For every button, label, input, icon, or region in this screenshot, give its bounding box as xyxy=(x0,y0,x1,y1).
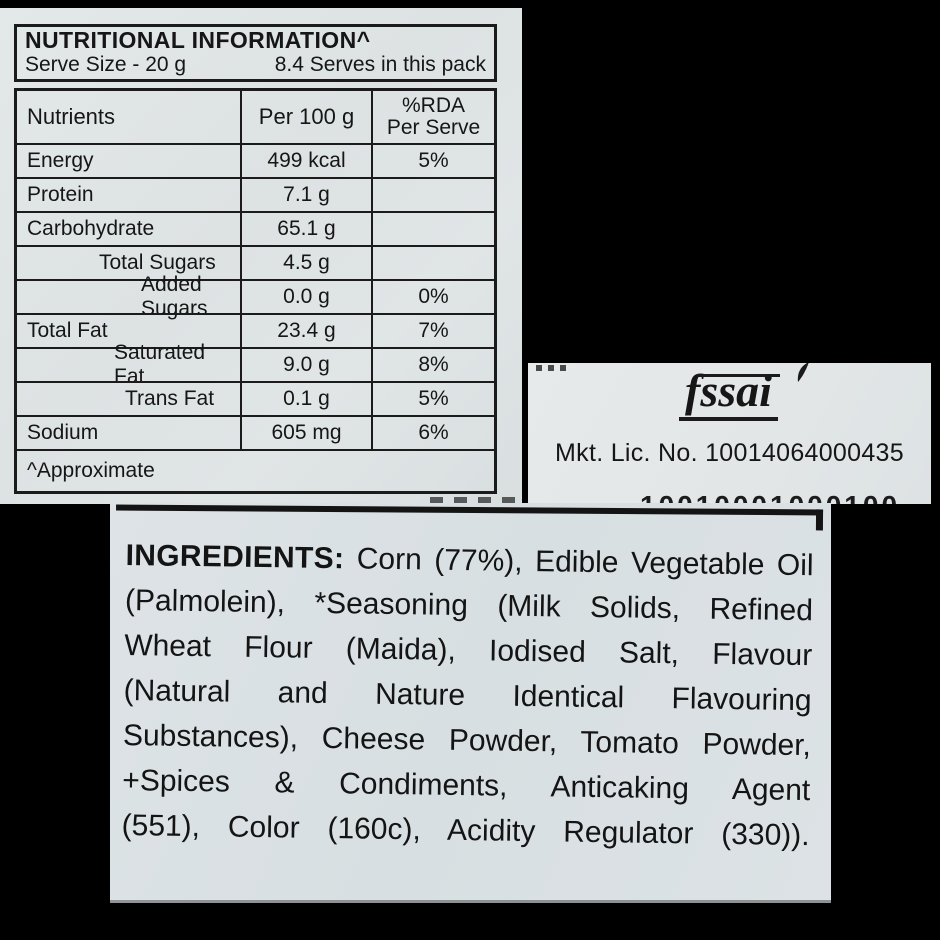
nutrient-name: Saturated Fat xyxy=(17,341,242,388)
fssai-logo: fssai xyxy=(651,363,809,421)
approximate-footnote: ^Approximate xyxy=(17,449,494,491)
rda-value xyxy=(373,245,494,279)
ingredients-line: (551), Color (160c), Acidity Regulator (… xyxy=(121,808,810,853)
nutrient-name: Total Fat xyxy=(17,313,242,347)
per-100g-value: 65.1 g xyxy=(242,211,373,245)
per-100g-value: 23.4 g xyxy=(242,313,373,347)
ingredients-panel: INGREDIENTS: Corn (77%), Edible Vegetabl… xyxy=(110,503,831,903)
per-100g-value: 7.1 g xyxy=(242,177,373,211)
column-header-per100g: Per 100 g xyxy=(242,91,373,143)
nutrient-name: Trans Fat xyxy=(17,381,242,415)
table-title: NUTRITIONAL INFORMATION^ xyxy=(25,27,371,53)
per-100g-value: 0.1 g xyxy=(242,381,373,415)
seam-fragment xyxy=(536,365,570,371)
ingredients-label: INGREDIENTS: xyxy=(125,538,345,576)
fssai-logo-text: fssai xyxy=(679,367,780,421)
nutrient-name: Protein xyxy=(17,177,242,211)
per-100g-value: 0.0 g xyxy=(242,279,373,313)
rda-value xyxy=(373,177,494,211)
ingredients-line-rest: Corn (77%), Edible Vegetable Oil xyxy=(356,542,814,583)
serve-size: Serve Size - 20 g xyxy=(25,53,187,76)
per-100g-value: 605 mg xyxy=(242,415,373,449)
nutrient-name: Sodium xyxy=(17,415,242,449)
table-row-added-sugars: Added Sugars 0.0 g 0% xyxy=(17,273,494,320)
rda-header-line2: Per Serve xyxy=(386,116,481,139)
clipped-license-digits: 10010001000100 xyxy=(640,490,900,504)
column-header-nutrients: Nutrients xyxy=(17,91,242,143)
table-row-saturated-fat: Saturated Fat 9.0 g 8% xyxy=(17,341,494,388)
table-row-sodium: Sodium 605 mg 6% xyxy=(17,415,494,449)
fssai-license-panel: fssai Mkt. Lic. No. 10014064000435 10010… xyxy=(528,363,931,504)
nutrient-name: Total Sugars xyxy=(17,245,242,279)
rda-value: 5% xyxy=(373,143,494,177)
nutrient-name: Carbohydrate xyxy=(17,211,242,245)
table-row-carbohydrate: Carbohydrate 65.1 g xyxy=(17,211,494,245)
nutrition-panel: NUTRITIONAL INFORMATION^ Serve Size - 20… xyxy=(0,8,522,504)
table-row-energy: Energy 499 kcal 5% xyxy=(17,143,494,177)
rda-value: 5% xyxy=(373,381,494,415)
ingredients-text: INGREDIENTS: Corn (77%), Edible Vegetabl… xyxy=(121,533,814,858)
table-header-box: NUTRITIONAL INFORMATION^ Serve Size - 20… xyxy=(14,24,497,82)
nutrient-name: Energy xyxy=(17,143,242,177)
per-100g-value: 9.0 g xyxy=(242,347,373,381)
nutrient-name: Added Sugars xyxy=(17,273,242,320)
rda-value: 6% xyxy=(373,415,494,449)
table-row-trans-fat: Trans Fat 0.1 g 5% xyxy=(17,381,494,415)
nutrition-grid: Nutrients Per 100 g %RDA Per Serve Energ… xyxy=(14,88,497,494)
rda-value: 0% xyxy=(373,279,494,313)
leaf-icon xyxy=(794,363,810,388)
clipped-border-corner xyxy=(115,504,824,531)
rda-value: 8% xyxy=(373,347,494,381)
serves-in-pack: 8.4 Serves in this pack xyxy=(274,53,486,76)
rda-value: 7% xyxy=(373,313,494,347)
clipped-text-fragment xyxy=(430,497,522,504)
table-row-protein: Protein 7.1 g xyxy=(17,177,494,211)
mkt-license-number: Mkt. Lic. No. 10014064000435 xyxy=(555,439,904,467)
rda-value xyxy=(373,211,494,245)
serve-info-row: Serve Size - 20 g 8.4 Serves in this pac… xyxy=(25,53,486,76)
per-100g-value: 4.5 g xyxy=(242,245,373,279)
rda-header-line1: %RDA xyxy=(401,94,465,117)
table-row-total-fat: Total Fat 23.4 g 7% xyxy=(17,313,494,347)
column-header-rda: %RDA Per Serve xyxy=(373,91,494,143)
per-100g-value: 499 kcal xyxy=(242,143,373,177)
nutrition-table: NUTRITIONAL INFORMATION^ Serve Size - 20… xyxy=(14,24,497,494)
table-row-total-sugars: Total Sugars 4.5 g xyxy=(17,245,494,279)
column-header-row: Nutrients Per 100 g %RDA Per Serve xyxy=(17,91,494,143)
